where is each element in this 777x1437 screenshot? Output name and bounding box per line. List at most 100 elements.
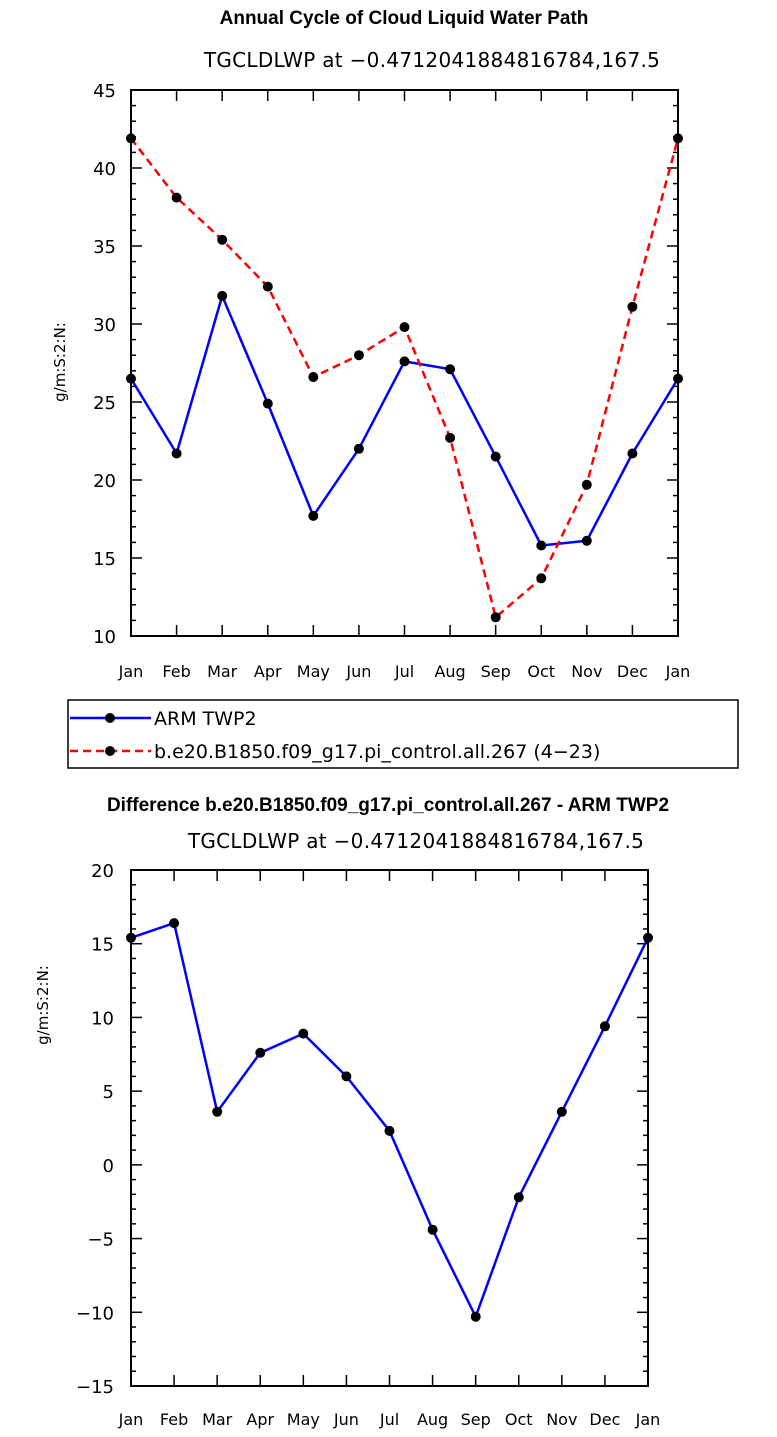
x-tick-label: Nov (546, 1410, 577, 1429)
data-point (212, 1106, 223, 1117)
data-point (171, 448, 182, 459)
legend-entry-arm-twp2: ARM TWP2 (70, 708, 257, 730)
data-point (262, 398, 273, 409)
data-point (126, 932, 136, 943)
data-point (126, 133, 136, 144)
series-line-0 (130, 921, 650, 1318)
data-point (217, 290, 228, 301)
x-tick-label: Jan (118, 662, 144, 681)
data-point (126, 373, 136, 384)
chart1-y-axis-label: g/m:S:2:N: (51, 322, 69, 402)
data-point (536, 540, 547, 551)
x-tick-label: Jan (118, 1410, 144, 1429)
chart2-series (126, 918, 653, 1322)
data-point (341, 1071, 352, 1082)
chart1-x-tick-labels: Jan Feb Mar Apr May Jun Jul Aug Sep Oct Nov Dec Jan (118, 662, 691, 681)
legend-label-model: b.e20.B1850.f09_g17.pi_control.all.267 (… (154, 741, 600, 763)
y-tick-label: 35 (93, 237, 116, 258)
y-tick-label: −15 (76, 1377, 114, 1398)
data-point (445, 364, 456, 375)
data-point (217, 234, 228, 245)
data-point (298, 1028, 309, 1039)
data-point (673, 133, 683, 144)
data-point (308, 372, 319, 382)
chart2-y-axis-label: g/m:S:2:N: (34, 965, 52, 1045)
data-point (513, 1192, 524, 1203)
y-tick-label: 20 (93, 471, 116, 492)
chart2-ticks (130, 869, 649, 1387)
x-tick-label: Mar (207, 662, 238, 681)
x-tick-label: May (287, 1410, 320, 1429)
chart1-legend: ARM TWP2 b.e20.B1850.f09_g17.pi_control.… (67, 699, 739, 769)
x-tick-label: Jun (345, 662, 371, 681)
x-tick-label: Feb (160, 1410, 188, 1429)
chart2-y-tick-labels: −15 −10 −5 0 5 10 15 20 (76, 861, 114, 1398)
data-point (470, 1311, 481, 1322)
y-tick-label: 5 (103, 1082, 114, 1103)
data-point (353, 350, 364, 361)
chart2-subtitle: TGCLDLWP at −0.4712041884816784,167.5 (187, 829, 644, 853)
y-tick-label: −10 (76, 1303, 114, 1324)
y-tick-label: 10 (93, 627, 116, 648)
y-tick-label: 0 (103, 1156, 114, 1177)
data-point (627, 448, 638, 459)
x-tick-label: Aug (417, 1410, 448, 1429)
x-tick-label: May (297, 662, 330, 681)
legend-marker-arm-twp2 (105, 713, 115, 723)
cloud-lwp-annual-cycle-chart: Annual Cycle of Cloud Liquid Water Path … (51, 8, 690, 681)
x-tick-label: Apr (254, 662, 282, 681)
data-point (536, 573, 547, 584)
data-point (384, 1125, 395, 1136)
data-point (445, 432, 456, 443)
y-tick-label: 30 (93, 315, 116, 336)
x-tick-label: Aug (434, 662, 465, 681)
data-point (308, 510, 319, 521)
data-point (490, 451, 501, 462)
data-point (427, 1224, 438, 1235)
data-point (490, 612, 501, 623)
x-tick-label: Apr (246, 1410, 274, 1429)
x-tick-label: Sep (461, 1410, 491, 1429)
chart1-series (126, 133, 683, 623)
y-tick-label: 10 (91, 1008, 114, 1029)
data-point (627, 301, 638, 312)
data-point (171, 192, 182, 203)
x-tick-label: Sep (481, 662, 511, 681)
y-tick-label: 40 (93, 159, 116, 180)
data-point (399, 322, 410, 333)
data-point (673, 373, 683, 384)
y-tick-label: 45 (93, 81, 116, 102)
y-tick-label: 15 (93, 549, 116, 570)
legend-marker-model (105, 746, 115, 756)
chart1-y-tick-labels: 10 15 20 25 30 35 40 45 (93, 81, 116, 648)
y-tick-label: 20 (91, 861, 114, 882)
chart1-subtitle: TGCLDLWP at −0.4712041884816784,167.5 (203, 48, 660, 72)
data-point (255, 1047, 266, 1058)
x-tick-label: Feb (162, 662, 190, 681)
x-tick-label: Dec (589, 1410, 620, 1429)
x-tick-label: Oct (505, 1410, 533, 1429)
x-tick-label: Nov (571, 662, 602, 681)
data-point (399, 356, 410, 367)
data-point (353, 443, 364, 454)
data-point (556, 1106, 567, 1117)
legend-label-arm-twp2: ARM TWP2 (154, 708, 257, 730)
series-line-0 (129, 294, 680, 547)
chart2-x-tick-labels: Jan Feb Mar Apr May Jun Jul Aug Sep Oct Nov Dec Jan (118, 1410, 661, 1429)
x-tick-label: Jan (665, 662, 691, 681)
chart1-title: Annual Cycle of Cloud Liquid Water Path (220, 8, 589, 29)
chart1-ticks (130, 89, 679, 637)
x-tick-label: Oct (527, 662, 555, 681)
x-tick-label: Jul (394, 662, 414, 681)
data-point (599, 1021, 610, 1032)
y-tick-label: −5 (87, 1230, 114, 1251)
y-tick-label: 25 (93, 393, 116, 414)
y-tick-label: 15 (91, 935, 114, 956)
difference-chart: Difference b.e20.B1850.f09_g17.pi_contro… (34, 795, 669, 1429)
data-point (169, 918, 180, 929)
data-point (581, 535, 592, 546)
x-tick-label: Jul (379, 1410, 399, 1429)
data-point (581, 479, 592, 490)
series-line-1 (130, 137, 680, 619)
